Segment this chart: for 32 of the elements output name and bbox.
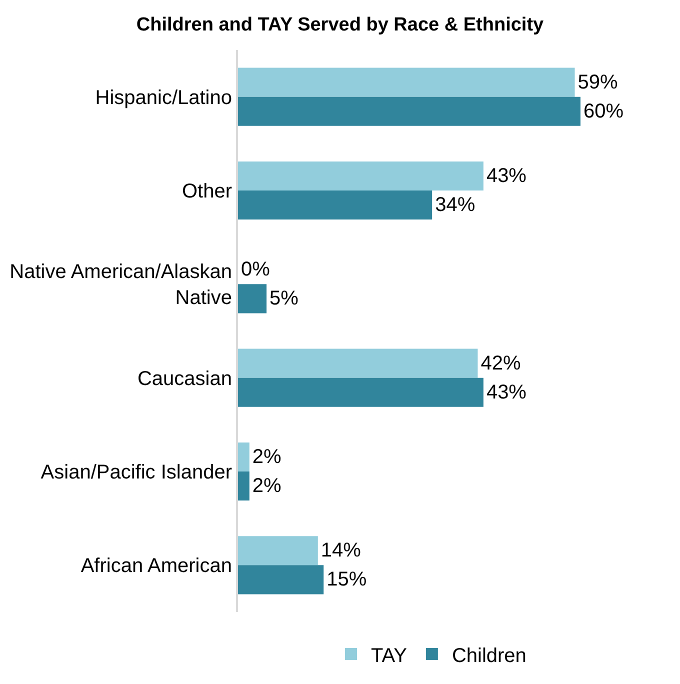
legend-label: TAY xyxy=(371,644,407,667)
data-label: 42% xyxy=(480,352,521,374)
data-label: 2% xyxy=(252,475,282,498)
legend-label: Children xyxy=(452,644,526,667)
bar xyxy=(238,96,580,126)
data-label: 59% xyxy=(578,71,618,94)
y-tick-label: Other xyxy=(182,180,232,202)
chart-title: Children and TAY Served by Race & Ethnicity xyxy=(136,14,544,36)
bar xyxy=(238,284,267,314)
data-label: 15% xyxy=(326,568,367,591)
bar xyxy=(238,472,250,501)
data-label: 60% xyxy=(583,100,624,122)
bar xyxy=(238,68,575,97)
bar xyxy=(238,348,478,378)
bar xyxy=(238,378,484,407)
bar xyxy=(238,442,250,472)
y-tick-label: Native American/Alaskan Native xyxy=(10,261,232,310)
data-label: 34% xyxy=(435,194,476,216)
data-label: 5% xyxy=(270,288,299,310)
y-tick-label: Hispanic/Latino xyxy=(95,86,232,109)
bar xyxy=(238,161,484,190)
bar xyxy=(238,536,318,566)
y-tick-label: Asian/Pacific Islander xyxy=(40,462,232,484)
y-tick-label: Caucasian xyxy=(137,368,232,390)
data-label: 43% xyxy=(486,164,527,187)
data-label: 14% xyxy=(320,540,362,562)
data-label: 0% xyxy=(241,258,270,281)
data-label: 43% xyxy=(486,381,527,404)
bar xyxy=(238,565,324,594)
data-label: 2% xyxy=(252,446,282,468)
y-tick-label: African American xyxy=(80,555,232,578)
bar xyxy=(238,190,432,220)
